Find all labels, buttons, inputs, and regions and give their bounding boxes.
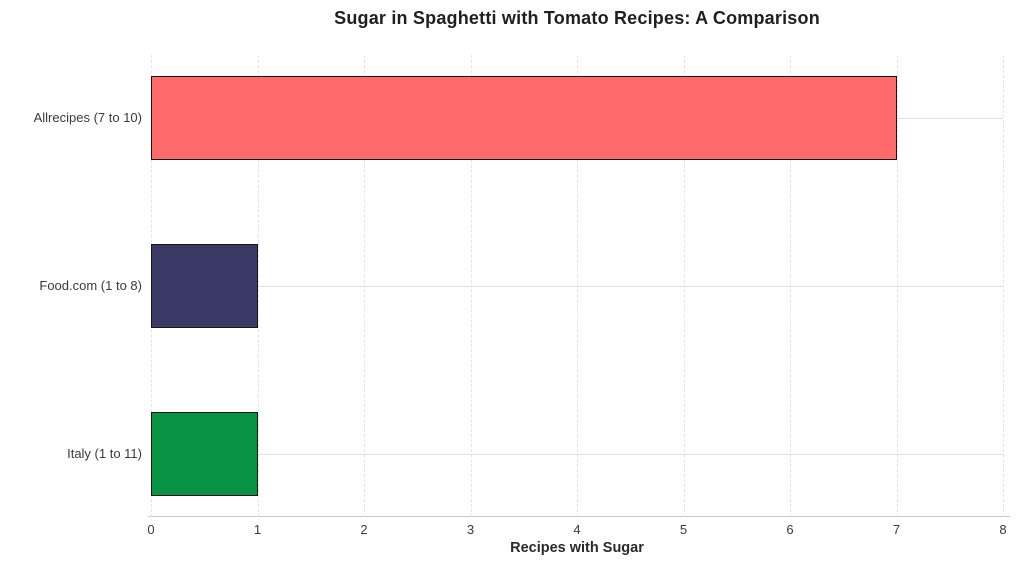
horizontal-gridline <box>151 286 1003 287</box>
y-category-label: Food.com (1 to 8) <box>39 278 142 293</box>
x-tick-label: 7 <box>892 522 901 537</box>
x-tick-label: 6 <box>786 522 794 537</box>
chart-title: Sugar in Spaghetti with Tomato Recipes: … <box>334 8 820 28</box>
x-tick-label: 4 <box>573 522 581 537</box>
bar <box>151 244 258 328</box>
x-tick-label: 2 <box>360 522 368 537</box>
x-tick-label: 1 <box>253 522 262 537</box>
x-tick-label: 3 <box>466 522 475 537</box>
bar <box>151 76 897 161</box>
x-tick-label: 5 <box>679 522 688 537</box>
x-tick-label: 8 <box>999 522 1007 537</box>
bar <box>151 411 258 496</box>
vertical-gridline <box>1003 55 1004 517</box>
horizontal-gridline <box>151 453 1003 455</box>
x-axis-label: Recipes with Sugar <box>510 540 644 556</box>
y-category-label: Italy (1 to 11) <box>67 445 142 461</box>
x-tick-label: 0 <box>147 522 155 537</box>
y-category-label: Allrecipes (7 to 10) <box>33 110 142 126</box>
x-axis-line <box>148 516 1010 517</box>
plot-area <box>151 55 1004 517</box>
